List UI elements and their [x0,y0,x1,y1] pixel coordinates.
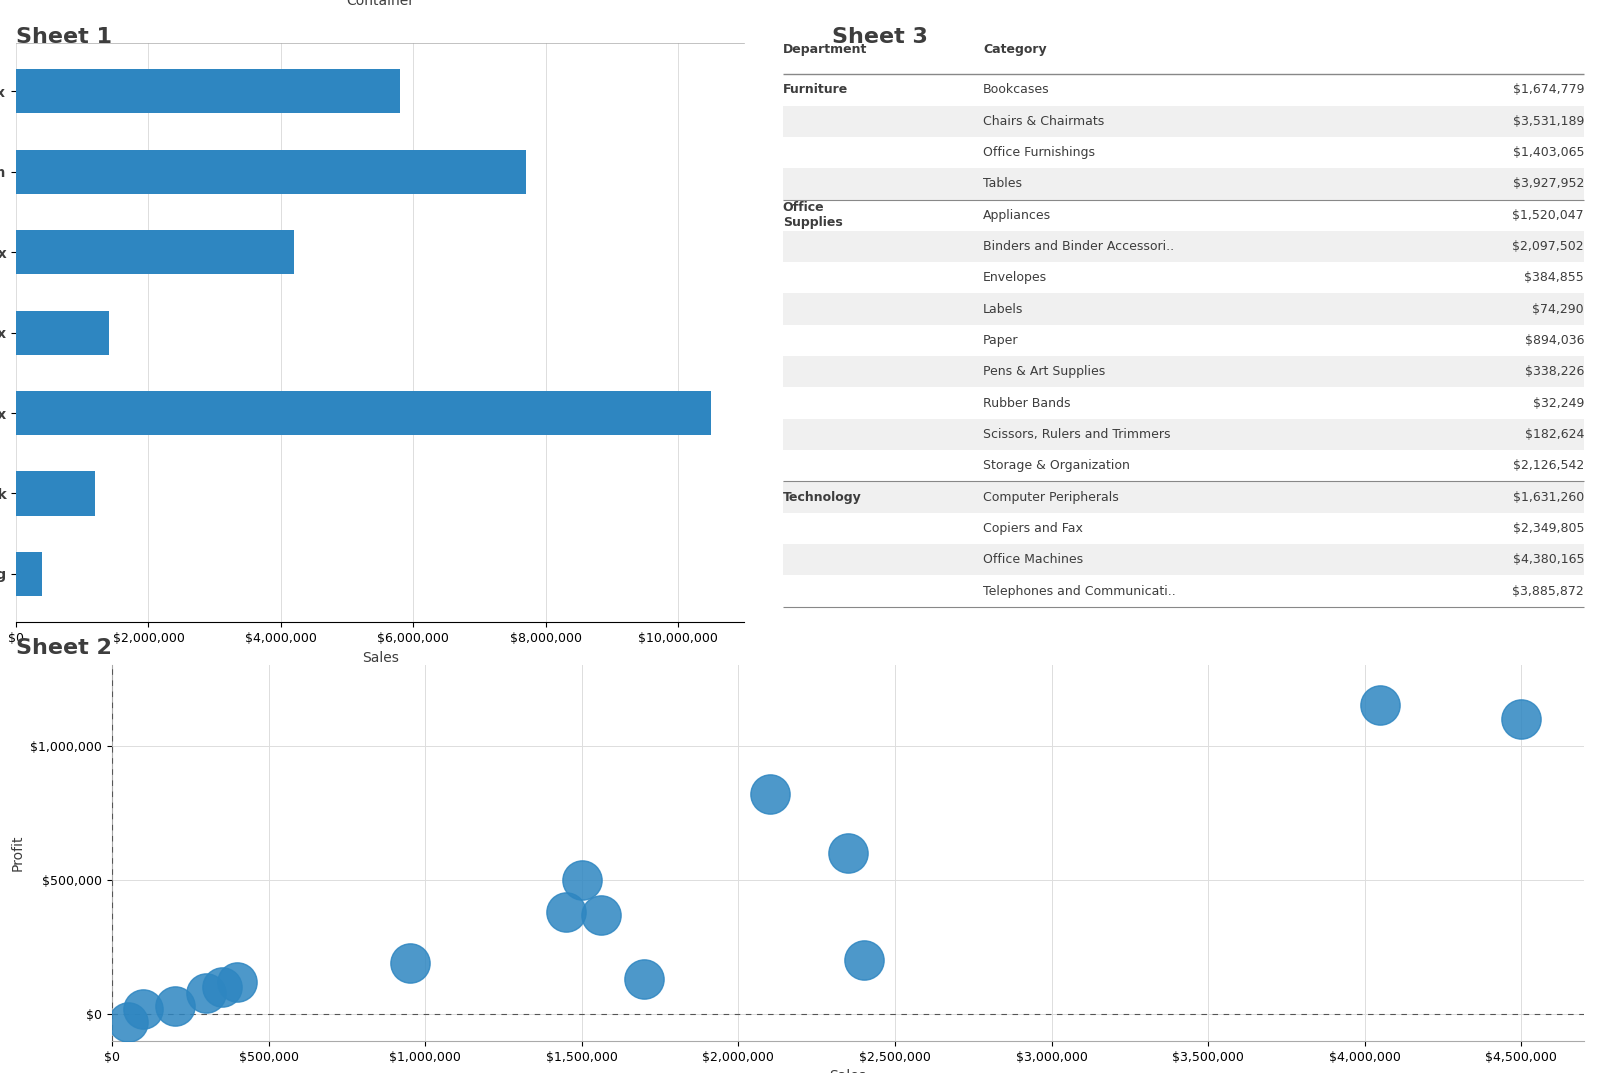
Text: Office Furnishings: Office Furnishings [982,146,1094,159]
Bar [16,70,400,114]
Text: Copiers and Fax: Copiers and Fax [982,521,1083,534]
Bar [782,105,1584,137]
Point [194,984,219,1001]
Text: $1,520,047: $1,520,047 [1512,208,1584,222]
Point [554,903,579,921]
Bar [782,231,1584,262]
Text: Pens & Art Supplies: Pens & Art Supplies [982,365,1106,379]
Point [115,1013,141,1030]
Text: $2,349,805: $2,349,805 [1512,521,1584,534]
Bar [782,325,1584,356]
Text: Computer Peripherals: Computer Peripherals [982,490,1118,503]
Point [131,1000,157,1017]
Text: $2,097,502: $2,097,502 [1512,240,1584,253]
Text: Sheet 3: Sheet 3 [832,27,928,47]
Text: Scissors, Rulers and Trimmers: Scissors, Rulers and Trimmers [982,428,1171,441]
Bar [782,482,1584,513]
Text: $3,885,872: $3,885,872 [1512,585,1584,598]
Text: Labels: Labels [982,303,1024,315]
Point [210,979,235,996]
Bar [782,387,1584,418]
Bar [782,168,1584,200]
Text: Tables: Tables [982,177,1022,190]
Text: $338,226: $338,226 [1525,365,1584,379]
Text: $32,249: $32,249 [1533,397,1584,410]
Bar [782,450,1584,482]
Text: $74,290: $74,290 [1533,303,1584,315]
Text: Envelopes: Envelopes [982,271,1046,284]
Text: $3,531,189: $3,531,189 [1512,115,1584,128]
Text: Department: Department [782,43,867,56]
Text: $894,036: $894,036 [1525,334,1584,347]
Text: Office
Supplies: Office Supplies [782,201,843,230]
Point [757,785,782,803]
Text: Rubber Bands: Rubber Bands [982,397,1070,410]
Y-axis label: Profit: Profit [11,835,26,871]
Point [162,998,187,1015]
Text: $1,674,779: $1,674,779 [1512,84,1584,97]
Bar [782,294,1584,325]
Bar [782,544,1584,575]
Bar [16,552,43,596]
Point [851,952,877,969]
Text: Sheet 2: Sheet 2 [16,638,112,659]
X-axis label: Sales: Sales [362,650,398,664]
Text: Binders and Binder Accessori..: Binders and Binder Accessori.. [982,240,1174,253]
Bar [16,310,109,355]
Text: $1,631,260: $1,631,260 [1512,490,1584,503]
Text: Telephones and Communicati..: Telephones and Communicati.. [982,585,1176,598]
Bar [16,471,96,516]
Bar [782,74,1584,105]
Text: Furniture: Furniture [782,84,848,97]
Text: Paper: Paper [982,334,1019,347]
Text: Container: Container [346,0,414,9]
Point [1509,710,1534,727]
Text: Category: Category [982,43,1046,56]
Point [587,906,613,923]
Bar [16,149,526,194]
Bar [782,200,1584,231]
Text: $3,927,952: $3,927,952 [1512,177,1584,190]
Point [632,970,658,987]
Point [570,871,595,888]
Point [835,844,861,862]
Text: Technology: Technology [782,490,861,503]
Text: Appliances: Appliances [982,208,1051,222]
Point [397,955,422,972]
Bar [782,137,1584,168]
Bar [782,418,1584,450]
Point [224,973,250,990]
Text: $4,380,165: $4,380,165 [1512,554,1584,567]
Bar [782,575,1584,606]
Bar [16,391,712,436]
Point [1368,697,1394,715]
Text: Office Machines: Office Machines [982,554,1083,567]
Text: Bookcases: Bookcases [982,84,1050,97]
Text: Sheet 1: Sheet 1 [16,27,112,47]
Text: $1,403,065: $1,403,065 [1512,146,1584,159]
Bar [16,230,294,275]
Text: $2,126,542: $2,126,542 [1512,459,1584,472]
Bar [782,356,1584,387]
Bar [782,513,1584,544]
Text: Storage & Organization: Storage & Organization [982,459,1130,472]
Text: $384,855: $384,855 [1525,271,1584,284]
Text: $182,624: $182,624 [1525,428,1584,441]
X-axis label: Sales: Sales [829,1069,867,1073]
Bar [782,262,1584,294]
Text: Chairs & Chairmats: Chairs & Chairmats [982,115,1104,128]
